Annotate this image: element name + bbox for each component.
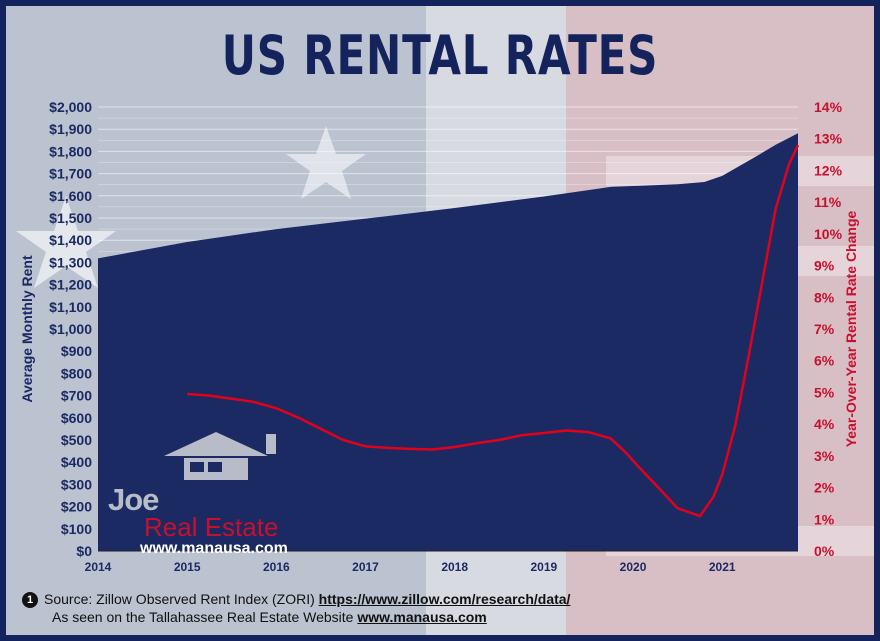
y-tick-label: $2,000: [49, 99, 92, 115]
y2-tick-label: 7%: [814, 321, 835, 337]
source-text: Source: Zillow Observed Rent Index (ZORI…: [44, 591, 315, 607]
x-tick-label: 2021: [709, 560, 736, 574]
y2-tick-label: 5%: [814, 384, 835, 400]
y-tick-label: $500: [61, 432, 92, 448]
x-tick-label: 2020: [620, 560, 647, 574]
y2-tick-label: 3%: [814, 448, 835, 464]
y2-tick-label: 12%: [814, 162, 843, 178]
y-tick-label: $100: [61, 521, 92, 537]
source-line: 1 Source: Zillow Observed Rent Index (ZOR…: [22, 590, 862, 608]
logo-real-estate: Real Estate: [144, 512, 279, 542]
x-tick-label: 2014: [85, 560, 112, 574]
y-tick-label: $1,300: [49, 254, 92, 270]
yoy-change-line: [187, 144, 800, 518]
y-tick-label: $300: [61, 476, 92, 492]
y-tick-label: $900: [61, 343, 92, 359]
line-layer: [187, 144, 800, 518]
y-tick-label: $600: [61, 410, 92, 426]
y2-tick-label: 9%: [814, 258, 835, 274]
axis-layer: $0 $100 $200 $300 $400 $500 $600 $700 $800 $900 $1…: [19, 99, 859, 574]
footnote-badge: 1: [22, 592, 38, 608]
y-tick-label: $1,800: [49, 143, 92, 159]
y2-tick-label: 13%: [814, 131, 843, 147]
footer: 1 Source: Zillow Observed Rent Index (ZOR…: [22, 590, 862, 626]
seen-on-text: As seen on the Tallahassee Real Estate W…: [52, 609, 354, 625]
seen-on-line: As seen on the Tallahassee Real Estate W…: [22, 608, 862, 626]
x-tick-label: 2016: [263, 560, 290, 574]
y2-tick-label: 4%: [814, 416, 835, 432]
chart-title: US RENTAL RATES: [221, 24, 659, 87]
joe-manausa-logo: JoeManausa Real Estate www.manausa.com: [104, 428, 326, 558]
y2-tick-label: 6%: [814, 353, 835, 369]
x-tick-label: 2019: [531, 560, 558, 574]
house-icon: [164, 432, 276, 480]
y-tick-label: $1,700: [49, 166, 92, 182]
y-tick-label: $800: [61, 365, 92, 381]
y-tick-label: $1,400: [49, 232, 92, 248]
y-tick-label: $200: [61, 499, 92, 515]
x-tick-label: 2018: [441, 560, 468, 574]
y2-tick-label: 8%: [814, 289, 835, 305]
y2-axis-title: Year-Over-Year Rental Rate Change: [843, 211, 859, 448]
y2-tick-label: 1%: [814, 511, 835, 527]
y2-tick-label: 14%: [814, 99, 843, 115]
x-tick-label: 2015: [174, 560, 201, 574]
y-tick-label: $1,100: [49, 299, 92, 315]
site-link[interactable]: www.manausa.com: [357, 609, 487, 625]
y-tick-label: $0: [76, 543, 92, 559]
y2-tick-label: 10%: [814, 226, 843, 242]
y-tick-label: $400: [61, 454, 92, 470]
y-tick-label: $1,000: [49, 321, 92, 337]
y2-tick-label: 2%: [814, 480, 835, 496]
logo-url: www.manausa.com: [140, 540, 288, 557]
y-tick-label: $1,900: [49, 121, 92, 137]
y2-tick-label: 0%: [814, 543, 835, 559]
y2-tick-label: 11%: [814, 194, 842, 210]
source-link[interactable]: https://www.zillow.com/research/data/: [318, 591, 571, 607]
y-tick-label: $700: [61, 388, 92, 404]
y-tick-label: $1,600: [49, 188, 92, 204]
logo-joe-manausa: JoeManausa: [108, 482, 285, 517]
y-axis-title: Average Monthly Rent: [19, 255, 35, 403]
y-tick-label: $1,200: [49, 277, 92, 293]
y-tick-label: $1,500: [49, 210, 92, 226]
x-tick-label: 2017: [352, 560, 379, 574]
